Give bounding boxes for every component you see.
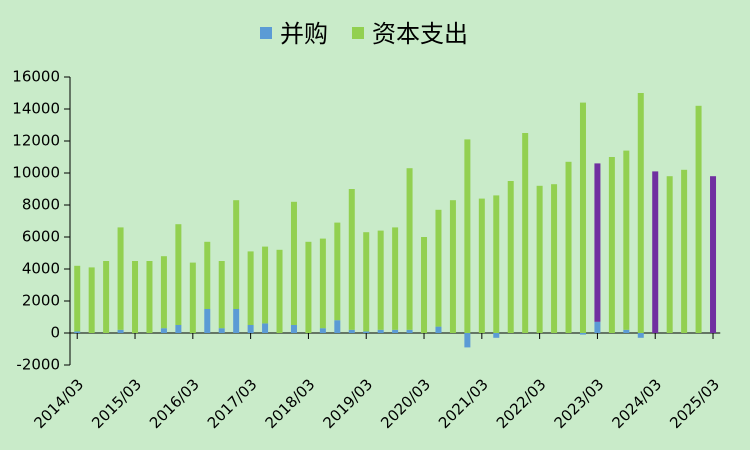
bar — [334, 320, 341, 333]
bar — [74, 265, 81, 332]
y-tick-label: 16000 — [12, 68, 60, 86]
bar — [290, 325, 297, 333]
bar — [233, 309, 240, 333]
bar — [493, 333, 500, 338]
bar — [392, 329, 399, 333]
bar — [204, 309, 211, 333]
bar — [233, 200, 240, 309]
x-tick-label: 2021/03 — [435, 375, 492, 432]
bar — [579, 333, 586, 335]
y-tick-label: 4000 — [22, 260, 60, 278]
bar — [666, 176, 673, 333]
x-tick-label: 2020/03 — [377, 375, 434, 432]
x-tick-label: 2022/03 — [493, 375, 550, 432]
legend-label: 资本支出 — [372, 20, 468, 48]
bar — [565, 161, 572, 333]
bar — [594, 321, 601, 333]
y-tick-label: 12000 — [12, 132, 60, 150]
bar — [334, 222, 341, 321]
bar — [132, 261, 139, 333]
bar — [652, 171, 659, 333]
bar — [276, 249, 283, 333]
bar — [637, 93, 644, 333]
x-tick-label: 2014/03 — [30, 375, 87, 432]
x-tick-label: 2025/03 — [666, 375, 723, 432]
bar — [348, 189, 355, 330]
y-tick-label: 0 — [50, 324, 60, 342]
bar — [710, 176, 717, 333]
bar — [435, 326, 442, 333]
bar — [681, 169, 688, 333]
bar — [637, 333, 644, 338]
x-tick-label: 2019/03 — [319, 375, 376, 432]
y-tick-label: 8000 — [22, 196, 60, 214]
bar — [117, 329, 124, 333]
x-tick-label: 2015/03 — [88, 375, 145, 432]
bar — [117, 227, 124, 330]
bar — [160, 256, 167, 329]
legend-swatch — [260, 27, 272, 39]
bar — [421, 237, 428, 333]
bar — [594, 163, 601, 322]
bar — [623, 329, 630, 333]
bar — [175, 325, 182, 333]
y-tick-label: 2000 — [22, 292, 60, 310]
bar — [377, 230, 384, 330]
y-tick-label: -2000 — [16, 356, 60, 374]
bar — [189, 262, 196, 333]
bar — [290, 201, 297, 325]
y-tick-label: 6000 — [22, 228, 60, 246]
bar — [392, 227, 399, 330]
bar — [536, 185, 543, 333]
bar — [377, 329, 384, 333]
bar — [493, 195, 500, 333]
bar — [464, 333, 471, 348]
bar — [160, 328, 167, 333]
bar — [363, 232, 370, 332]
bar — [74, 331, 81, 333]
x-tick-label: 2023/03 — [551, 375, 608, 432]
bar — [247, 325, 254, 333]
bar — [305, 241, 312, 333]
bar — [348, 329, 355, 333]
bar — [262, 323, 269, 333]
bar — [449, 200, 456, 333]
bar — [522, 133, 529, 333]
bar — [406, 329, 413, 333]
bar — [88, 267, 95, 333]
bar — [406, 168, 413, 330]
bar — [175, 224, 182, 325]
bar — [507, 181, 514, 333]
bar — [478, 198, 485, 333]
bar — [695, 105, 702, 333]
legend-swatch — [352, 27, 364, 39]
legend-label: 并购 — [280, 20, 328, 48]
bar — [319, 328, 326, 333]
bar — [435, 209, 442, 327]
bar — [608, 157, 615, 333]
bar — [551, 184, 558, 333]
x-tick-label: 2018/03 — [262, 375, 319, 432]
bar — [247, 251, 254, 325]
bar — [579, 102, 586, 333]
bar — [319, 238, 326, 329]
y-tick-label: 10000 — [12, 164, 60, 182]
bar — [363, 331, 370, 333]
x-tick-label: 2017/03 — [204, 375, 261, 432]
bar — [262, 246, 269, 324]
bar — [464, 139, 471, 333]
bar — [218, 261, 225, 329]
bar — [204, 241, 211, 309]
bar — [218, 328, 225, 333]
bar — [623, 150, 630, 330]
x-tick-label: 2024/03 — [608, 375, 665, 432]
bar — [146, 261, 153, 333]
x-tick-label: 2016/03 — [146, 375, 203, 432]
y-tick-label: 14000 — [12, 100, 60, 118]
bar — [103, 261, 110, 333]
